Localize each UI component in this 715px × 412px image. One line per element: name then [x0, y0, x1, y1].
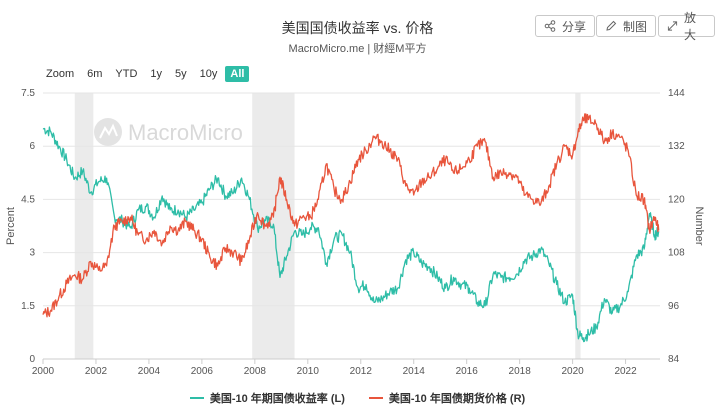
x-tick-label: 2004 — [138, 366, 161, 377]
y-left-tick-label: 1.5 — [21, 301, 35, 312]
y-left-tick-label: 4.5 — [21, 194, 35, 205]
y-right-tick-label: 144 — [668, 88, 685, 99]
y-left-axis-title: Percent — [5, 207, 17, 245]
zoom-label: Zoom — [46, 68, 75, 80]
chart-button[interactable]: 制图 — [596, 15, 657, 37]
expand-label: 放大 — [684, 11, 697, 42]
y-left-tick-label: 7.5 — [21, 88, 35, 99]
legend-swatch-price — [368, 397, 383, 399]
y-left-tick-label: 3 — [29, 248, 35, 259]
x-tick-label: 2022 — [614, 366, 637, 377]
recession-band-0 — [74, 93, 94, 359]
y-right-tick-label: 108 — [668, 248, 685, 259]
range-ytd-button[interactable]: YTD — [115, 68, 138, 80]
y-right-tick-label: 132 — [668, 141, 685, 152]
share-icon — [544, 20, 556, 32]
series-line-yield — [42, 126, 660, 343]
x-tick-label: 2000 — [32, 366, 55, 377]
x-tick-label: 2014 — [403, 366, 426, 377]
y-left-tick-label: 6 — [29, 141, 35, 152]
share-label: 分享 — [562, 19, 587, 34]
x-tick-label: 2008 — [244, 366, 267, 377]
y-right-tick-label: 96 — [668, 301, 680, 312]
legend: 美国-10 年期国债收益率 (L) 美国-10 年国债期货价格 (R) — [0, 390, 715, 406]
x-tick-label: 2006 — [191, 366, 214, 377]
legend-label-yield: 美国-10 年期国债收益率 (L) — [209, 393, 345, 405]
x-tick-label: 2010 — [297, 366, 320, 377]
range-5y-button[interactable]: 5y — [175, 68, 187, 80]
range-1y-button[interactable]: 1y — [150, 68, 163, 80]
legend-label-price: 美国-10 年国债期货价格 (R) — [388, 393, 526, 405]
range-10y-button[interactable]: 10y — [199, 68, 218, 80]
y-left-tick-label: 0 — [29, 354, 35, 365]
range-selector: Zoom 6m YTD 1y 5y 10y All — [46, 64, 252, 84]
x-tick-label: 2018 — [509, 366, 532, 377]
chart-subtitle: MacroMicro.me | 财經M平方 — [288, 43, 427, 55]
x-tick-label: 2002 — [85, 366, 108, 377]
series-line-price — [42, 113, 660, 318]
legend-swatch-yield — [189, 397, 204, 399]
x-tick-label: 2012 — [350, 366, 373, 377]
expand-icon — [667, 21, 678, 31]
y-right-axis-title: Number — [693, 206, 705, 245]
x-tick-label: 2016 — [456, 366, 479, 377]
range-6m-button[interactable]: 6m — [87, 68, 103, 80]
y-right-tick-label: 120 — [668, 194, 685, 205]
x-tick-label: 2020 — [561, 366, 584, 377]
recession-band-2 — [575, 93, 581, 359]
share-button[interactable]: 分享 — [535, 15, 596, 37]
legend-item-price[interactable]: 美国-10 年国债期货价格 (R) — [368, 390, 526, 406]
range-all-button[interactable]: All — [225, 66, 250, 82]
watermark-chart-icon — [99, 123, 118, 139]
chart-label: 制图 — [623, 19, 648, 34]
chart-title: 美国国债收益率 vs. 价格 — [281, 20, 434, 36]
pencil-icon — [606, 20, 617, 31]
legend-item-yield[interactable]: 美国-10 年期国债收益率 (L) — [189, 390, 345, 406]
y-right-tick-label: 84 — [668, 354, 680, 365]
watermark-text: MacroMicro — [128, 120, 243, 145]
watermark: MacroMicro — [94, 118, 243, 146]
